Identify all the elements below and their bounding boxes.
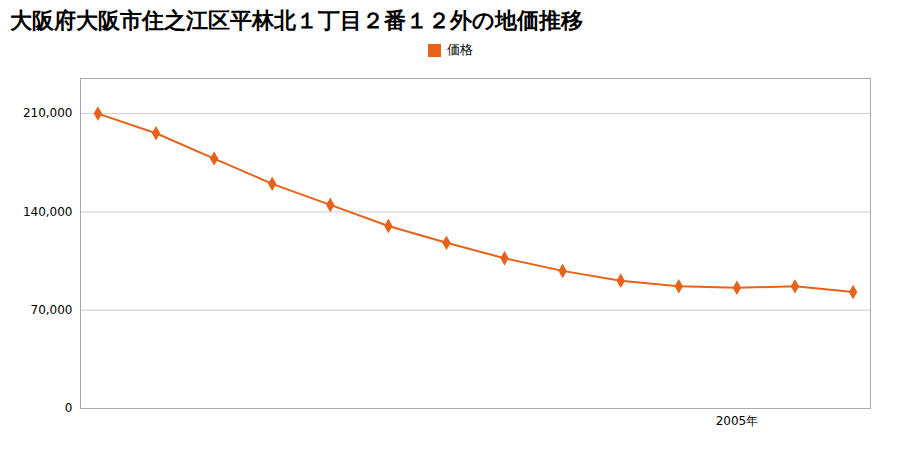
html-text:価格: 価格 <box>446 42 473 57</box>
html-text:大阪府大阪市住之江区平林北１丁目２番１２外の地価推移: 大阪府大阪市住之江区平林北１丁目２番１２外の地価推移 <box>10 8 583 33</box>
svg-text:210,000: 210,000 <box>23 106 73 120</box>
svg-text:140,000: 140,000 <box>23 205 73 219</box>
svg-text:2005年: 2005年 <box>716 414 759 428</box>
svg-text:70,000: 70,000 <box>31 303 73 317</box>
svg-text:0: 0 <box>65 401 73 415</box>
